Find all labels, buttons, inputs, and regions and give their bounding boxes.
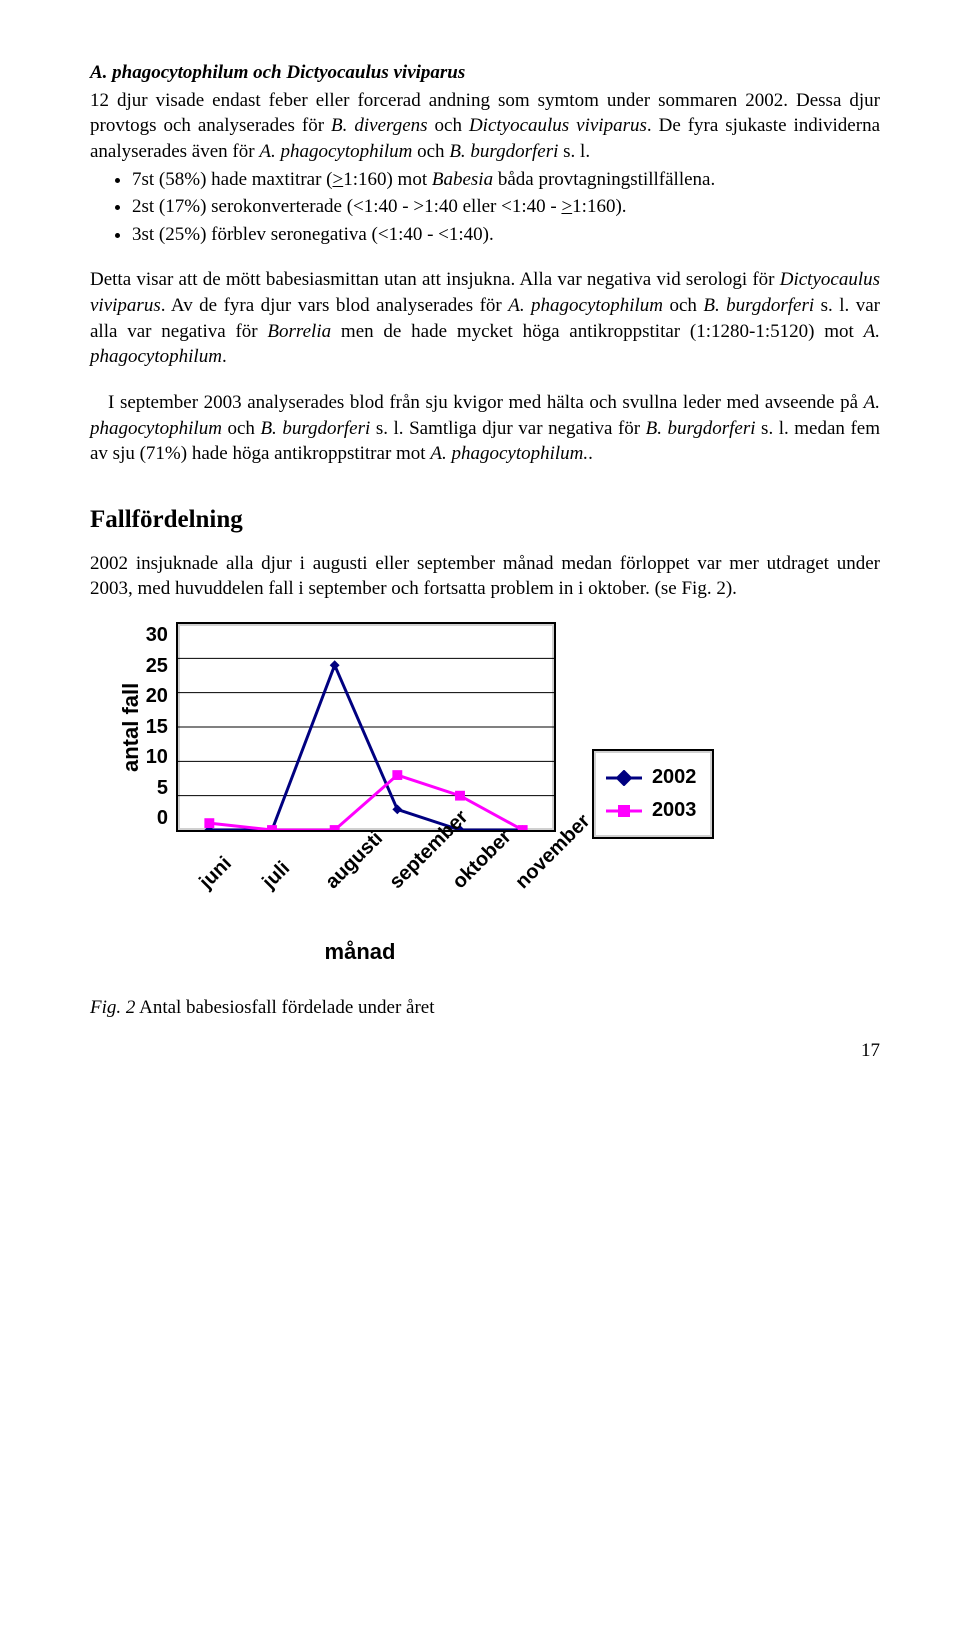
x-tick: september: [383, 862, 416, 895]
list-item: 3st (25%) förblev seronegativa (<1:40 - …: [132, 222, 880, 248]
list-item: 2st (17%) serokonverterade (<1:40 - >1:4…: [132, 194, 880, 220]
text: .: [588, 443, 593, 464]
text-italic: Babesia: [432, 169, 493, 190]
text-italic: A. phagocytophilum: [508, 295, 663, 316]
text-italic: A. phagocytophilum: [259, 141, 412, 162]
text: >: [332, 169, 343, 190]
text: Detta visar att de mött babesiasmittan u…: [90, 269, 780, 290]
text: och: [222, 418, 261, 439]
text: och: [663, 295, 703, 316]
y-tick: 25: [146, 653, 168, 680]
legend-item: 2002: [606, 761, 697, 794]
chart-container: antal fall 30 25 20 15 10 5 0 juni juli …: [110, 622, 880, 967]
y-tick: 10: [146, 744, 168, 771]
x-tick: november: [510, 862, 543, 895]
text-italic: B. burgdorferi: [703, 295, 814, 316]
text: s. l. Samtliga djur var negativa för: [370, 418, 645, 439]
text: och: [428, 115, 469, 136]
text: 1:160) mot: [343, 169, 432, 190]
legend-swatch-square-icon: [606, 803, 642, 819]
legend: 2002 2003: [592, 749, 715, 839]
text: och: [412, 141, 449, 162]
page-number: 17: [90, 1038, 880, 1064]
text: men de hade mycket höga antikroppstitar …: [331, 321, 864, 342]
text: . Av de fyra djur vars blod analyserades…: [161, 295, 509, 316]
text: 7st (58%) hade maxtitrar (: [132, 169, 332, 190]
text-italic: Borrelia: [267, 321, 331, 342]
x-axis-ticks: juni juli augusti september oktober nove…: [166, 832, 546, 889]
text-italic: B. burgdorferi: [449, 141, 558, 162]
legend-label: 2002: [652, 764, 697, 791]
paragraph-1: 12 djur visade endast feber eller forcer…: [90, 88, 880, 165]
text-italic: B. divergens: [331, 115, 428, 136]
figure-label: Fig. 2: [90, 997, 135, 1018]
text-italic: B. burgdorferi: [646, 418, 756, 439]
chart-with-axes: antal fall 30 25 20 15 10 5 0 juni juli …: [110, 622, 556, 967]
text-italic: B. burgdorferi: [260, 418, 370, 439]
figure-text: Antal babesiosfall fördelade under året: [135, 997, 434, 1018]
y-axis-label: antal fall: [110, 622, 146, 832]
section-heading: A. phagocytophilum och Dictyocaulus vivi…: [90, 60, 880, 86]
text-italic: Dictyocaulus viviparus: [469, 115, 647, 136]
paragraph-3: I september 2003 analyserades blod från …: [90, 390, 880, 467]
x-tick: juni: [194, 862, 227, 895]
y-axis-ticks: 30 25 20 15 10 5 0: [146, 622, 176, 832]
text: 2st (17%) serokonverterade (<1:40 - >1:4…: [132, 196, 561, 217]
text: I september 2003 analyserades blod från …: [108, 392, 864, 413]
paragraph-2: Detta visar att de mött babesiasmittan u…: [90, 267, 880, 370]
text: >: [561, 196, 572, 217]
list-item: 7st (58%) hade maxtitrar (>1:160) mot Ba…: [132, 167, 880, 193]
y-tick: 30: [146, 622, 168, 649]
legend-item: 2003: [606, 794, 697, 827]
y-tick: 5: [146, 775, 168, 802]
y-tick: 0: [146, 805, 168, 832]
y-tick: 20: [146, 683, 168, 710]
legend-label: 2003: [652, 797, 697, 824]
legend-swatch-diamond-icon: [606, 770, 642, 786]
section-heading-2: Fallfördelning: [90, 503, 880, 537]
x-tick: juli: [257, 862, 290, 895]
paragraph-4: 2002 insjuknade alla djur i augusti elle…: [90, 551, 880, 602]
text: 1:160).: [572, 196, 626, 217]
text: .: [222, 346, 227, 367]
text: s. l.: [558, 141, 590, 162]
text: 3st (25%) förblev seronegativa (<1:40 - …: [132, 224, 494, 245]
plot-area: [176, 622, 556, 832]
bullet-list: 7st (58%) hade maxtitrar (>1:160) mot Ba…: [90, 167, 880, 248]
text: båda provtagningstillfällena.: [493, 169, 715, 190]
figure-caption: Fig. 2 Antal babesiosfall fördelade unde…: [90, 995, 880, 1021]
x-axis-label: månad: [170, 937, 550, 967]
y-tick: 15: [146, 714, 168, 741]
chart-svg: [178, 624, 554, 830]
x-tick: augusti: [320, 862, 353, 895]
text-italic: A. phagocytophilum.: [430, 443, 588, 464]
x-tick: oktober: [447, 862, 480, 895]
